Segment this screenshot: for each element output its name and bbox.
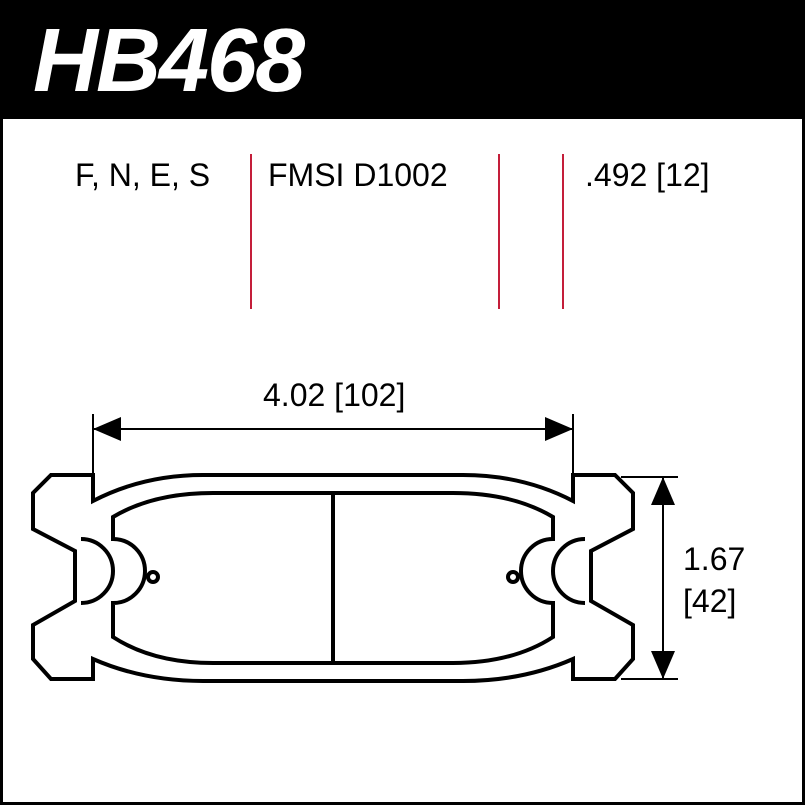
- width-arrow: [93, 414, 573, 477]
- part-number: HB468: [33, 10, 303, 113]
- height-arrow: [621, 477, 678, 679]
- brake-pad-outline: [33, 475, 633, 681]
- header-bar: HB468: [3, 3, 802, 119]
- spec-sheet: HB468 F, N, E, S FMSI D1002 .492 [12] 4.…: [0, 0, 805, 805]
- diagram-area: F, N, E, S FMSI D1002 .492 [12] 4.02 [10…: [3, 119, 802, 802]
- diagram-svg: [3, 119, 803, 805]
